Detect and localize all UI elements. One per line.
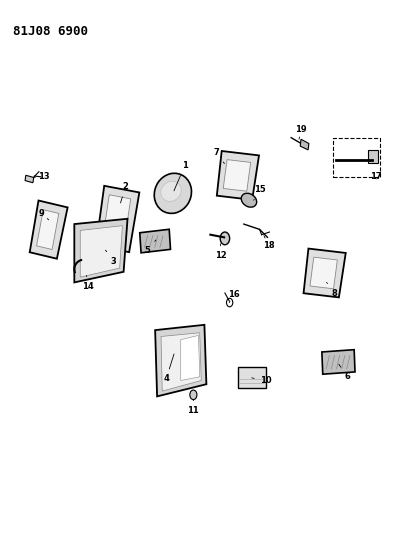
Text: 18: 18	[263, 236, 274, 250]
Ellipse shape	[241, 193, 257, 207]
Polygon shape	[368, 150, 378, 163]
Polygon shape	[310, 257, 337, 289]
Polygon shape	[80, 225, 122, 277]
Text: 6: 6	[339, 364, 351, 381]
Polygon shape	[96, 186, 139, 252]
Circle shape	[190, 390, 197, 400]
Text: 3: 3	[106, 250, 117, 265]
Polygon shape	[74, 219, 127, 282]
Polygon shape	[300, 139, 309, 150]
Text: 5: 5	[145, 240, 156, 255]
Polygon shape	[155, 325, 206, 397]
Text: 19: 19	[295, 125, 307, 139]
Polygon shape	[37, 209, 59, 249]
Polygon shape	[304, 248, 346, 297]
Text: 7: 7	[213, 148, 224, 164]
Text: 13: 13	[34, 172, 50, 181]
Circle shape	[220, 232, 229, 245]
Polygon shape	[140, 229, 171, 253]
Text: 16: 16	[228, 289, 240, 303]
Polygon shape	[25, 175, 34, 183]
Text: 10: 10	[252, 376, 271, 385]
Text: 8: 8	[327, 282, 337, 297]
Polygon shape	[161, 333, 201, 391]
Text: 17: 17	[370, 172, 382, 181]
Polygon shape	[181, 335, 200, 381]
Ellipse shape	[161, 181, 181, 201]
Text: 2: 2	[121, 182, 129, 203]
Text: 12: 12	[216, 244, 227, 261]
Text: 14: 14	[82, 276, 94, 291]
Polygon shape	[322, 350, 355, 374]
Polygon shape	[223, 159, 251, 191]
Polygon shape	[30, 200, 67, 259]
Text: 4: 4	[163, 354, 174, 383]
Polygon shape	[103, 195, 131, 243]
Text: 11: 11	[187, 400, 199, 415]
Text: 9: 9	[39, 209, 49, 220]
Text: 1: 1	[174, 161, 188, 191]
Polygon shape	[217, 151, 259, 200]
Ellipse shape	[154, 173, 191, 213]
Text: 15: 15	[254, 185, 266, 200]
Text: 81J08 6900: 81J08 6900	[13, 25, 88, 38]
Polygon shape	[238, 367, 266, 389]
